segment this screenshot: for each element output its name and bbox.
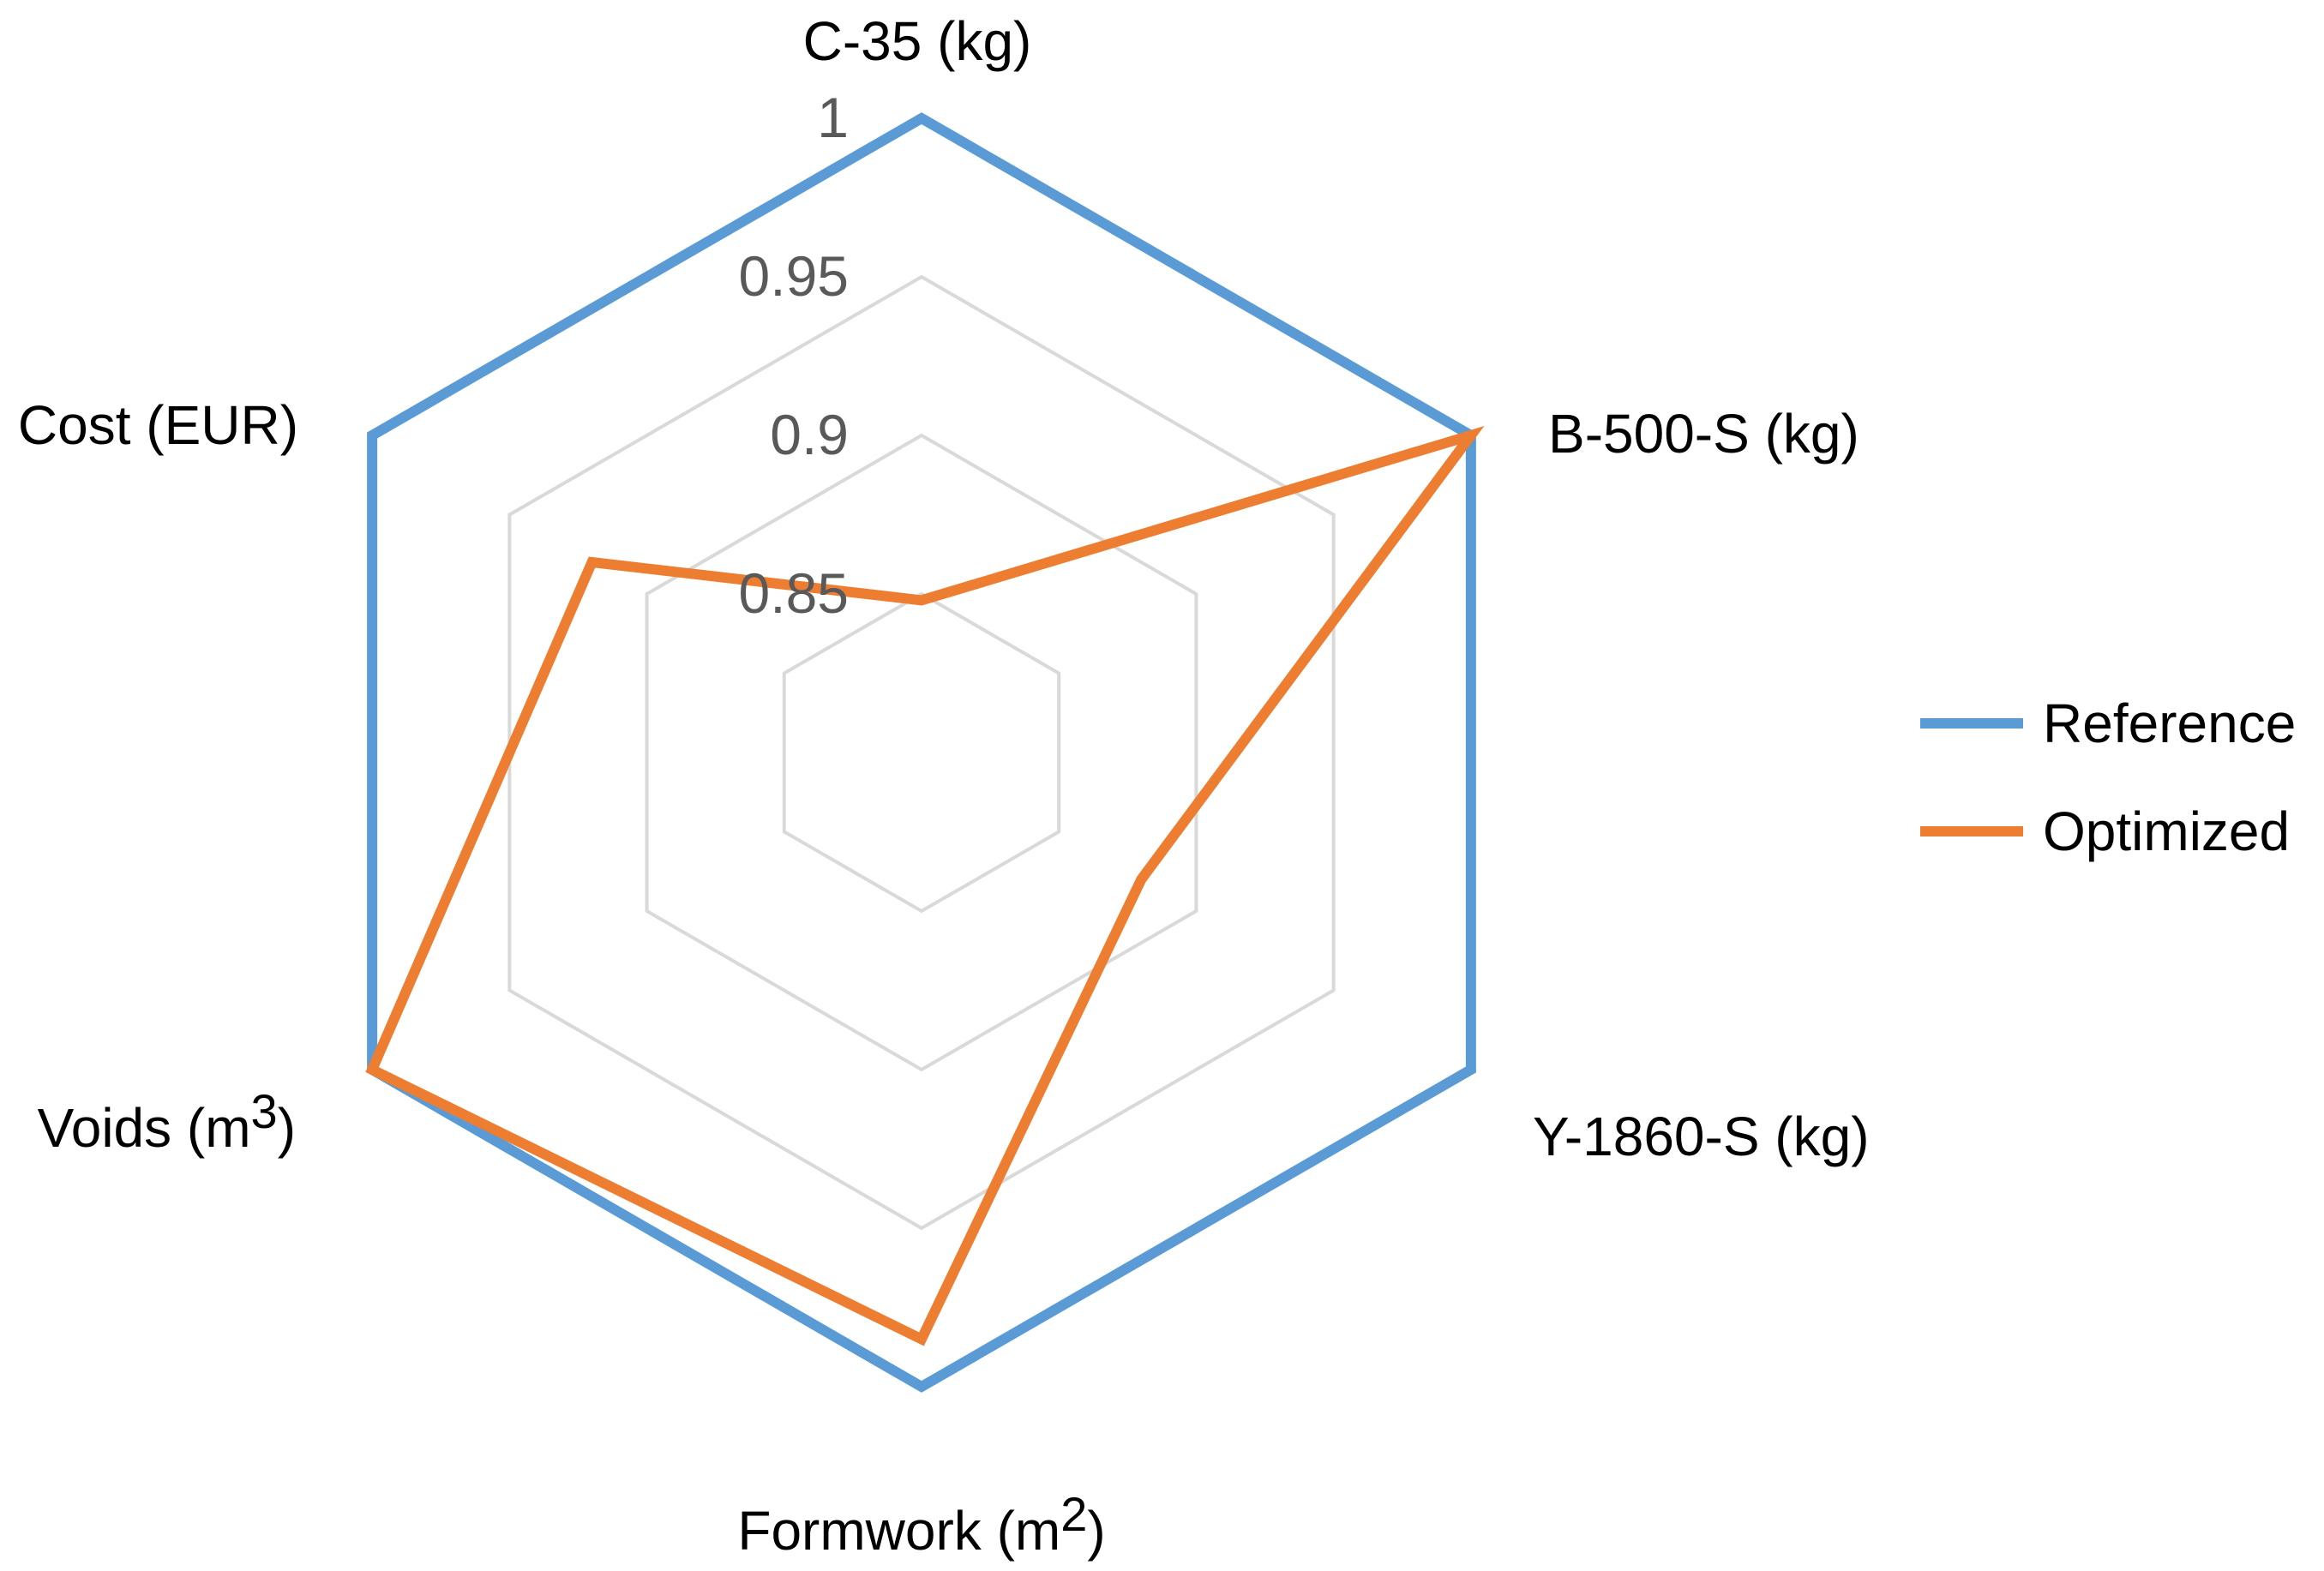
tick-label-1: 0.9 (770, 403, 849, 466)
grid-ring-0 (782, 591, 1061, 914)
category-label-1: B-500-S (kg) (1548, 403, 1859, 465)
grid-ring-3 (370, 116, 1473, 1389)
legend-label-optimized: Optimized (2043, 800, 2290, 862)
category-label-0: C-35 (kg) (803, 10, 1032, 72)
category-label-3: Formwork (m2) (737, 1487, 1105, 1562)
grid-layer (370, 116, 1473, 1389)
data-point-reference-5 (371, 435, 373, 436)
category-label-5: Cost (EUR) (18, 394, 298, 456)
tick-label-3: 1 (817, 86, 849, 149)
data-point-optimized-1 (1470, 435, 1472, 436)
legend-label-reference: Reference (2043, 693, 2296, 754)
tick-label-2: 0.95 (739, 244, 849, 308)
grid-ring-1 (645, 433, 1198, 1072)
category-label-layer: C-35 (kg) B-500-S (kg) Y-1860-S (kg) Formwo… (18, 10, 1870, 1562)
series-line-optimized (365, 426, 1485, 1346)
series-layer (365, 112, 1485, 1393)
series-line-reference (367, 112, 1476, 1393)
category-label-4: Voids (m3) (38, 1084, 296, 1159)
data-point-optimized-2 (1140, 878, 1142, 880)
tick-label-0: 0.85 (739, 561, 849, 625)
tick-label-layer: 0.85 0.9 0.95 1 (739, 86, 849, 625)
grid-ring-2 (507, 274, 1336, 1231)
legend: Reference Optimized (1920, 693, 2296, 862)
category-label-2: Y-1860-S (kg) (1533, 1106, 1870, 1167)
